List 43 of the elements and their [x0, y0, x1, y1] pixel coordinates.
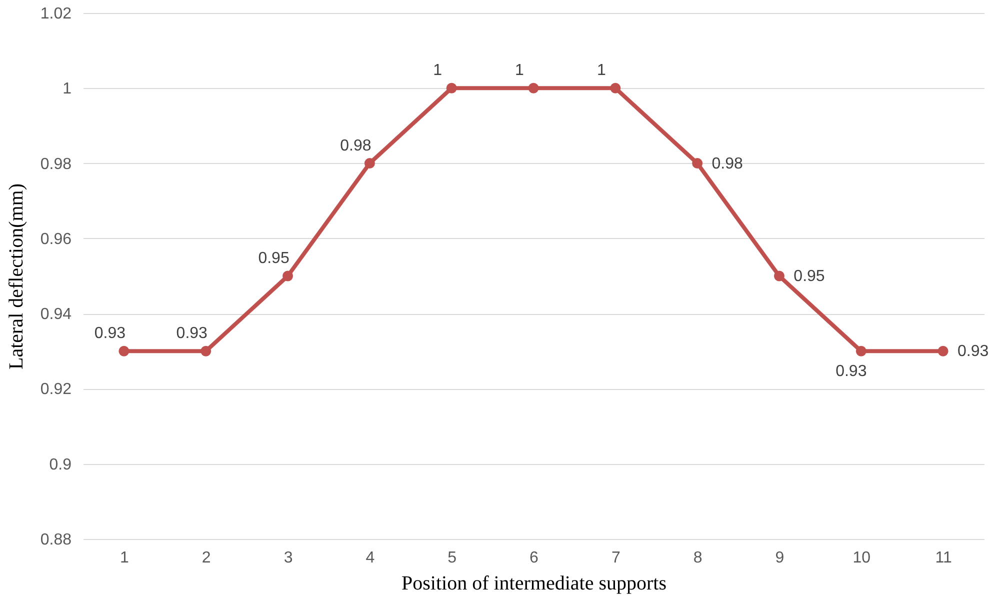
y-tick-label: 0.98 [40, 156, 72, 173]
data-label: 0.93 [176, 325, 208, 342]
point [282, 270, 294, 282]
x-tick-label: 11 [935, 550, 952, 566]
y-tick-label: 0.96 [40, 230, 72, 248]
data-label: 0.98 [340, 137, 372, 154]
point [692, 158, 703, 169]
data-label: 0.93 [836, 363, 867, 380]
y-axis-title: Lateral deflection(mm) [5, 183, 28, 370]
x-tick-label: 10 [852, 550, 871, 566]
x-tick-label: 9 [775, 550, 784, 566]
data-label: 1 [596, 62, 606, 80]
point [200, 346, 212, 356]
point [774, 270, 784, 282]
y-tick-label: 0.94 [40, 306, 72, 324]
x-tick-label: 2 [202, 550, 211, 566]
y-tick-label: 0.9 [49, 456, 72, 474]
data-label: 0.95 [258, 250, 290, 267]
y-tick-label: 0.88 [40, 532, 72, 548]
point [118, 346, 130, 356]
x-tick-label: 6 [530, 550, 539, 566]
x-tick-label: 5 [448, 550, 457, 566]
point [528, 82, 539, 94]
point [364, 158, 375, 169]
x-axis-title: Position of intermediate supports [402, 572, 667, 594]
x-tick-label: 8 [693, 550, 702, 566]
point [938, 346, 948, 356]
x-tick-label: 4 [366, 550, 375, 566]
y-tick-label: 1 [62, 80, 72, 98]
x-tick-label: 1 [120, 550, 129, 566]
y-tick-label: 1.02 [40, 6, 72, 22]
data-label: 0.95 [794, 268, 825, 285]
y-tick-label: 0.92 [40, 381, 72, 398]
point [856, 346, 866, 356]
data-label: 1 [515, 62, 524, 80]
point [610, 82, 621, 94]
data-label: 1 [433, 62, 442, 80]
x-tick-label: 3 [284, 550, 293, 566]
data-label: 0.93 [957, 343, 989, 360]
data-label: 0.98 [712, 155, 743, 172]
point [446, 82, 457, 94]
data-label: 0.93 [94, 325, 126, 342]
x-tick-label: 7 [611, 550, 620, 566]
